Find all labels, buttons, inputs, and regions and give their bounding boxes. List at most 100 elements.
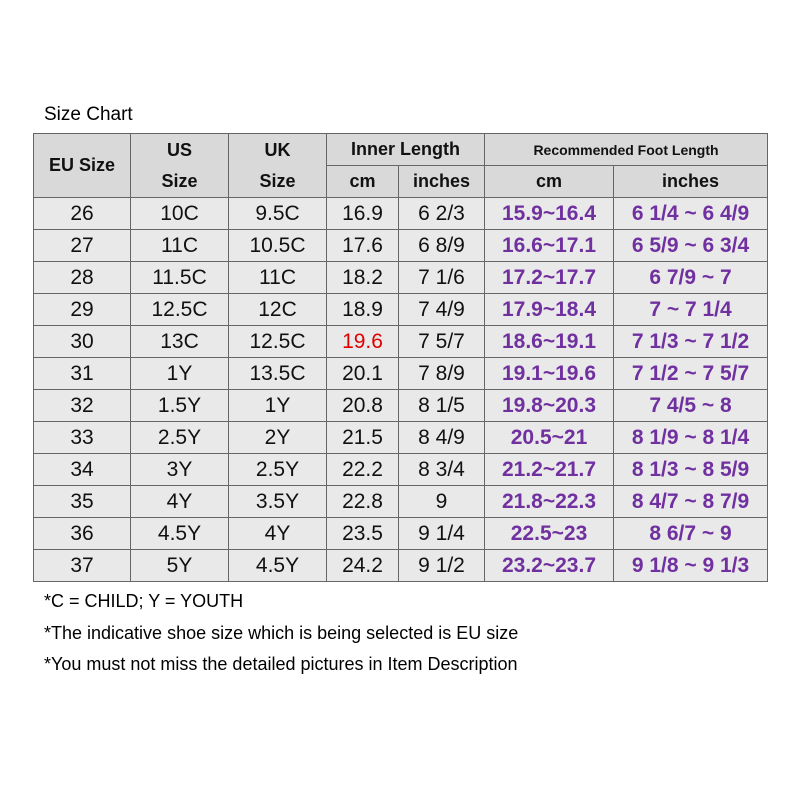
row: 26 10C 9.5C 16.9 6 2/3 15.9~16.4 6 1/4 ~ 6 4/9 [33,197,768,230]
row: 28 11.5C 11C 18.2 7 1/6 17.2~17.7 6 7/9 ~ 7 [33,261,768,294]
cell: 22.2 [326,453,399,486]
cell: 34 [33,453,131,486]
cell: 7 4/9 [398,293,485,326]
note: *C = CHILD; Y = YOUTH [44,591,244,611]
cell: 7 1/6 [398,261,485,294]
cell: 7 1/3 ~ 7 1/2 [613,325,768,358]
cell: 2.5Y [130,421,229,454]
cell: 4Y [130,485,229,518]
cell: 8 4/9 [398,421,485,454]
cell: 5Y [130,549,229,582]
header-text: UK [264,139,291,160]
cell: 33 [33,421,131,454]
cell: 26 [33,197,131,230]
cell: 1Y [130,357,229,390]
cell: 18.2 [326,261,399,294]
cell: 17.2~17.7 [484,261,614,294]
cell: 13.5C [228,357,327,390]
cell: 18.6~19.1 [484,325,614,358]
cell: 6 5/9 ~ 6 3/4 [613,229,768,262]
row: 37 5Y 4.5Y 24.2 9 1/2 23.2~23.7 9 1/8 ~ 9 1/3 [33,549,768,582]
cell: 12C [228,293,327,326]
cell: 8 6/7 ~ 9 [613,517,768,550]
header-cell: cm [484,165,614,198]
cell: 8 3/4 [398,453,485,486]
cell: 32 [33,389,131,422]
cell: 7 1/2 ~ 7 5/7 [613,357,768,390]
cell: 8 1/3 ~ 8 5/9 [613,453,768,486]
cell: 10.5C [228,229,327,262]
header-text: US [166,139,192,160]
cell: 1.5Y [130,389,229,422]
cell: 9 1/8 ~ 9 1/3 [613,549,768,582]
row: 27 11C 10.5C 17.6 6 8/9 16.6~17.1 6 5/9 ~ 6 3/… [33,229,768,262]
header-cell: Inner Length [326,133,485,166]
header-cell: Recommended Foot Length [484,133,768,166]
row: 36 4.5Y 4Y 23.5 9 1/4 22.5~23 8 6/7 ~ 9 [33,517,768,550]
cell: 29 [33,293,131,326]
header-text: Size [259,170,296,191]
row: 35 4Y 3.5Y 22.8 9 21.8~22.3 8 4/7 ~ 8 7/9 [33,485,768,518]
cell: 19.1~19.6 [484,357,614,390]
cell: 6 1/4 ~ 6 4/9 [613,197,768,230]
header-cell: UK Size [228,133,327,198]
header-cell: inches [613,165,768,198]
header-text: Size [161,170,198,191]
notes: *C = CHILD; Y = YOUTH *The indicative sho… [44,589,518,684]
row: 32 1.5Y 1Y 20.8 8 1/5 19.8~20.3 7 4/5 ~ 8 [33,389,768,422]
row: 34 3Y 2.5Y 22.2 8 3/4 21.2~21.7 8 1/3 ~ 8 5/9 [33,453,768,486]
cell: 4.5Y [228,549,327,582]
cell: 24.2 [326,549,399,582]
note: *The indicative shoe size which is being… [44,622,519,643]
cell: 37 [33,549,131,582]
cell: 20.8 [326,389,399,422]
cell: 21.5 [326,421,399,454]
cell: 23.2~23.7 [484,549,614,582]
cell: 3.5Y [228,485,327,518]
cell: 21.8~22.3 [484,485,614,518]
cell: 8 1/5 [398,389,485,422]
cell: 4.5Y [130,517,229,550]
cell: 9 [398,485,485,518]
cell: 2.5Y [228,453,327,486]
cell: 9 1/2 [398,549,485,582]
cell: 6 8/9 [398,229,485,262]
cell: 6 7/9 ~ 7 [613,261,768,294]
size-table: EU Size US Size UK Size Inner Length Recom… [33,133,768,582]
cell: 17.9~18.4 [484,293,614,326]
cell: 16.9 [326,197,399,230]
cell: 30 [33,325,131,358]
cell: 21.2~21.7 [484,453,614,486]
cell: 28 [33,261,131,294]
cell: 9 1/4 [398,517,485,550]
cell: 1Y [228,389,327,422]
cell: 11C [228,261,327,294]
cell: 22.8 [326,485,399,518]
cell: 11C [130,229,229,262]
header-cell: EU Size [33,133,131,198]
cell: 13C [130,325,229,358]
cell: 17.6 [326,229,399,262]
cell: 36 [33,517,131,550]
row: 30 13C 12.5C 19.6 7 5/7 18.6~19.1 7 1/3 ~ 7 1/… [33,325,768,358]
cell: 7 ~ 7 1/4 [613,293,768,326]
note: *You must not miss the detailed pictures… [44,654,518,674]
cell: 10C [130,197,229,230]
cell: 7 8/9 [398,357,485,390]
cell: 7 4/5 ~ 8 [613,389,768,422]
cell: 27 [33,229,131,262]
header-cell: US Size [130,133,229,198]
cell: 8 4/7 ~ 8 7/9 [613,485,768,518]
row: 29 12.5C 12C 18.9 7 4/9 17.9~18.4 7 ~ 7 1/4 [33,293,768,326]
cell: 16.6~17.1 [484,229,614,262]
row: 33 2.5Y 2Y 21.5 8 4/9 20.5~21 8 1/9 ~ 8 1/4 [33,421,768,454]
cell: 9.5C [228,197,327,230]
cell: 8 1/9 ~ 8 1/4 [613,421,768,454]
cell: 2Y [228,421,327,454]
cell: 18.9 [326,293,399,326]
cell: 4Y [228,517,327,550]
title: Size Chart [44,104,133,125]
header-cell: inches [398,165,485,198]
cell: 31 [33,357,131,390]
cell: 35 [33,485,131,518]
